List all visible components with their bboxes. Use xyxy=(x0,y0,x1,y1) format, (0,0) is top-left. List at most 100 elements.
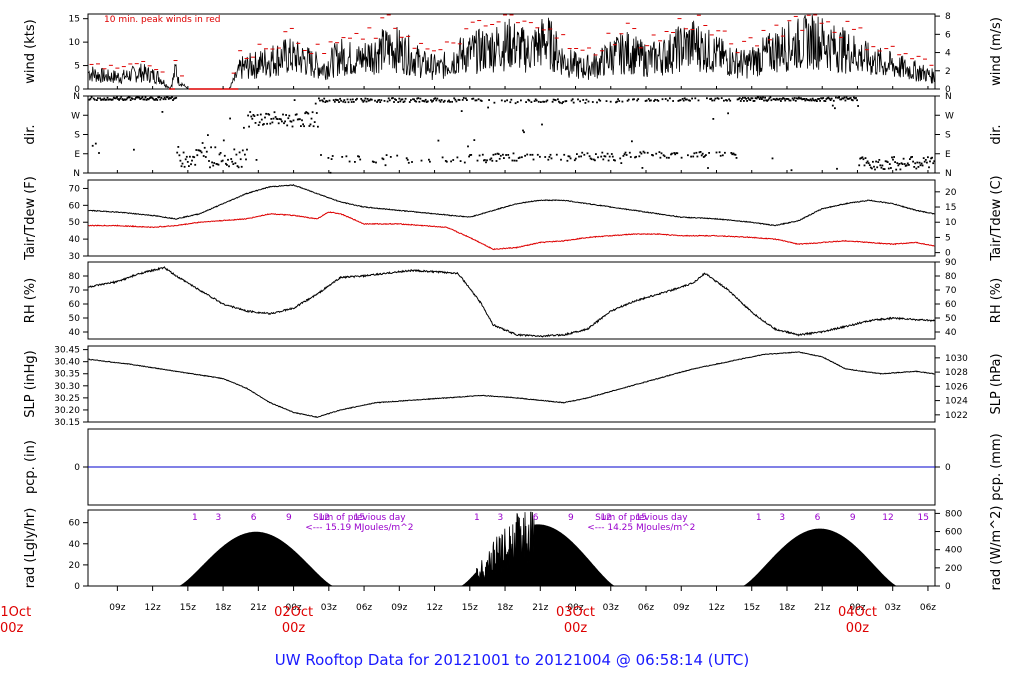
dir-point xyxy=(420,159,423,162)
dir-point xyxy=(551,100,554,103)
dir-point xyxy=(341,156,344,158)
dir-point xyxy=(528,99,531,102)
dir-point xyxy=(522,129,524,132)
dir-point xyxy=(472,97,475,100)
dir-point xyxy=(222,139,225,142)
dir-point xyxy=(189,155,191,158)
dir-point xyxy=(885,160,888,163)
dir-point xyxy=(651,154,653,156)
dir-point xyxy=(307,112,310,115)
dir-point xyxy=(201,142,204,144)
dir-point xyxy=(418,100,421,103)
dir-point xyxy=(232,163,235,165)
dir-point xyxy=(692,155,695,158)
dir-point xyxy=(533,100,536,102)
dir-point xyxy=(315,112,318,114)
dir-point xyxy=(458,99,461,101)
dir-point xyxy=(631,140,633,143)
dir-point xyxy=(668,156,670,159)
dir-point xyxy=(902,157,905,160)
dir-point xyxy=(391,97,393,100)
dir-point xyxy=(378,99,381,101)
rad-sum-label: Sum of previous day xyxy=(595,513,688,523)
dir-point xyxy=(840,98,843,101)
dir-point xyxy=(394,98,396,101)
radiation-day-3 xyxy=(743,528,897,587)
series-line-rh xyxy=(88,266,935,338)
ytick-label-right-wind: 0 xyxy=(945,85,951,95)
dir-point xyxy=(915,167,918,170)
dir-point xyxy=(123,98,126,101)
dir-point xyxy=(891,156,893,159)
dir-point xyxy=(395,99,397,101)
dir-point xyxy=(384,164,387,167)
dir-point xyxy=(339,97,341,100)
dir-point xyxy=(428,158,430,161)
dir-point xyxy=(103,97,106,100)
dir-point xyxy=(896,162,899,164)
ytick-label-left-temp: 50 xyxy=(69,218,81,228)
ylabel-left-slp: SLP (inHg) xyxy=(23,350,38,418)
dir-point xyxy=(565,100,568,102)
panel-frame-temp xyxy=(87,179,936,257)
dir-point xyxy=(494,153,497,156)
dir-point xyxy=(817,98,819,100)
dir-point xyxy=(286,124,289,127)
dir-point xyxy=(736,98,739,101)
dir-point xyxy=(616,100,618,103)
dir-point xyxy=(473,139,476,141)
dir-point xyxy=(629,156,632,158)
dir-point xyxy=(248,125,250,128)
dir-point xyxy=(808,99,811,102)
ytick-label-right-slp: 1024 xyxy=(945,397,968,407)
ytick-label-right-rad: 0 xyxy=(945,582,951,592)
dir-point xyxy=(490,157,493,160)
dir-point xyxy=(215,163,218,165)
xtick-label: 21z xyxy=(532,603,548,613)
dir-point xyxy=(444,160,447,162)
dir-point xyxy=(94,142,97,145)
dir-point xyxy=(318,97,320,100)
dir-point xyxy=(866,160,869,163)
dir-point xyxy=(470,154,473,156)
dir-point xyxy=(216,163,219,166)
dir-point xyxy=(785,98,788,100)
dir-point xyxy=(677,100,680,102)
dir-point xyxy=(149,96,152,99)
dir-point xyxy=(396,154,399,157)
dir-point xyxy=(644,100,647,102)
dir-point xyxy=(399,100,402,103)
dir-point xyxy=(213,162,216,164)
radiation-day-2 xyxy=(461,511,615,587)
dir-point xyxy=(716,97,719,99)
dir-point xyxy=(871,167,873,170)
dir-point xyxy=(924,159,927,161)
dir-point xyxy=(483,159,485,162)
dir-point xyxy=(591,101,594,103)
dir-point xyxy=(619,157,622,160)
dir-point xyxy=(205,150,208,153)
ylabel-right-temp: Tair/Tdew (C) xyxy=(989,175,1004,261)
dir-point xyxy=(246,148,248,151)
dir-point xyxy=(646,151,649,154)
dir-point xyxy=(100,99,102,101)
dir-point xyxy=(691,97,693,100)
dir-point xyxy=(492,153,495,156)
dir-point xyxy=(676,152,679,155)
xtick-label: 21z xyxy=(250,603,266,613)
dir-point xyxy=(569,157,572,160)
dir-point xyxy=(282,113,284,116)
rad-hour-label: 9 xyxy=(850,513,856,523)
dir-point xyxy=(330,158,333,160)
xtick-label: 00z xyxy=(285,603,301,613)
dir-point xyxy=(437,139,440,142)
dir-point xyxy=(236,165,239,167)
dir-point xyxy=(406,158,409,161)
dir-point xyxy=(571,98,574,101)
dir-point xyxy=(823,100,826,102)
dir-point xyxy=(827,96,830,99)
rad-hour-label: 1 xyxy=(474,513,480,523)
ytick-label-right-rh: 60 xyxy=(945,300,957,310)
dir-point xyxy=(374,99,376,102)
dir-point xyxy=(202,155,205,157)
